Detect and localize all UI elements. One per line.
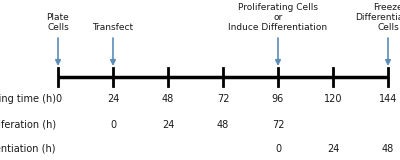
Text: 24: 24 [162, 120, 174, 130]
Text: 24: 24 [107, 94, 119, 104]
Text: 96: 96 [272, 94, 284, 104]
Text: 48: 48 [382, 144, 394, 154]
Text: 72: 72 [272, 120, 284, 130]
Text: Proliferation (h): Proliferation (h) [0, 120, 56, 130]
Text: 72: 72 [217, 94, 229, 104]
Text: 24: 24 [327, 144, 339, 154]
Text: Plate
Cells: Plate Cells [47, 13, 69, 32]
Text: 48: 48 [217, 120, 229, 130]
Text: 0: 0 [110, 120, 116, 130]
Text: Plating time (h): Plating time (h) [0, 94, 56, 104]
Text: 48: 48 [162, 94, 174, 104]
Text: Freeze
Proliferating Cells
or
Induce Differentiation: Freeze Proliferating Cells or Induce Dif… [228, 0, 328, 32]
Text: 0: 0 [275, 144, 281, 154]
Text: 120: 120 [324, 94, 342, 104]
Text: Freeze
Differentiating
Cells: Freeze Differentiating Cells [355, 3, 400, 32]
Text: Differentiation (h): Differentiation (h) [0, 144, 56, 154]
Text: 144: 144 [379, 94, 397, 104]
Text: 0: 0 [55, 94, 61, 104]
Text: Transfect: Transfect [92, 23, 134, 32]
